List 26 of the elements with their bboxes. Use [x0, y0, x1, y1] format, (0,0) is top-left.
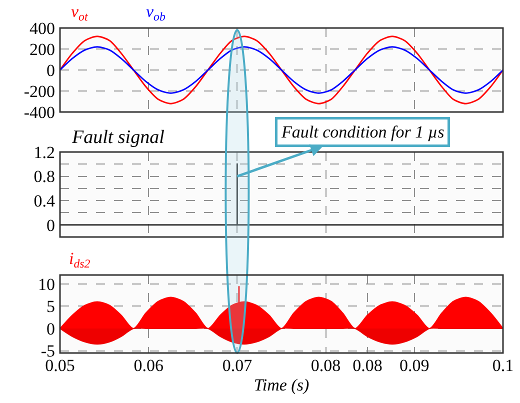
x-tick-label: 0.1 [492, 356, 514, 375]
series-label: v$_{ot}$ [71, 2, 88, 24]
series-label: i$_{ds2}$ [69, 249, 90, 271]
x-tick-label: 0.07 [222, 356, 253, 375]
y-tick-label: -200 [24, 82, 55, 101]
y-tick-label: 400 [30, 18, 55, 38]
y-tick-label: -400 [24, 102, 55, 122]
y-tick-label: 5 [46, 297, 55, 316]
line-series [60, 36, 503, 104]
x-axis-title: Time (s) [254, 375, 310, 394]
annotation: Fault condition for 1 µs [280, 122, 445, 142]
y-tick-label: 200 [30, 40, 55, 59]
x-tick-label: 0.06 [134, 356, 164, 375]
x-tick-label: 0.09 [400, 356, 430, 375]
y-tick-label: 0 [46, 60, 55, 80]
y-tick-label: 0 [46, 319, 55, 338]
y-tick-label: 0.8 [34, 167, 55, 186]
x-tick-label: 0.08 [310, 356, 341, 375]
chart-title: Fault signal [71, 127, 164, 148]
y-tick-label: 0.4 [34, 192, 56, 211]
y-tick-label: 10 [38, 274, 55, 294]
y-tick-label: 1.2 [34, 142, 55, 162]
x-tick-label: 0.08 [352, 356, 382, 375]
line-series [60, 46, 503, 94]
y-tick-label: 0 [46, 216, 55, 235]
text: v$_{ob}$ [146, 2, 166, 24]
